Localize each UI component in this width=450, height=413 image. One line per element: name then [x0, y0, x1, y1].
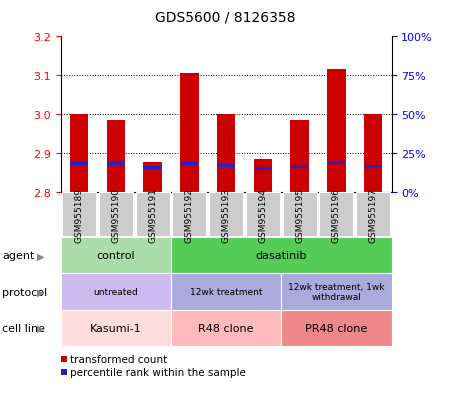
Bar — [254, 159, 272, 192]
Bar — [180, 162, 198, 165]
Bar — [290, 121, 309, 192]
Text: protocol: protocol — [2, 287, 48, 297]
Text: transformed count: transformed count — [70, 354, 167, 364]
Text: GSM955196: GSM955196 — [332, 188, 341, 242]
Text: GSM955195: GSM955195 — [295, 188, 304, 242]
Text: PR48 clone: PR48 clone — [305, 323, 368, 333]
Bar — [107, 121, 125, 192]
Text: control: control — [97, 251, 135, 261]
Text: GSM955191: GSM955191 — [148, 188, 157, 242]
Text: 12wk treatment: 12wk treatment — [190, 287, 262, 297]
Bar — [107, 163, 125, 166]
Text: GSM955189: GSM955189 — [75, 188, 84, 242]
Bar — [291, 166, 308, 169]
Text: percentile rank within the sample: percentile rank within the sample — [70, 367, 246, 377]
Text: 12wk treatment, 1wk
withdrawal: 12wk treatment, 1wk withdrawal — [288, 282, 385, 301]
Bar — [217, 114, 235, 192]
Text: dasatinib: dasatinib — [256, 251, 307, 261]
Text: untreated: untreated — [94, 287, 138, 297]
Bar — [144, 163, 162, 192]
Text: GDS5600 / 8126358: GDS5600 / 8126358 — [155, 10, 295, 24]
Bar — [364, 114, 382, 192]
Text: Kasumi-1: Kasumi-1 — [90, 323, 142, 333]
Bar — [144, 167, 162, 169]
Bar — [364, 165, 382, 168]
Text: ▶: ▶ — [37, 251, 44, 261]
Bar — [70, 163, 88, 166]
Bar — [70, 114, 88, 192]
Text: GSM955190: GSM955190 — [112, 188, 121, 242]
Bar — [254, 167, 272, 170]
Text: ▶: ▶ — [37, 323, 44, 333]
Text: GSM955192: GSM955192 — [185, 188, 194, 242]
Text: GSM955193: GSM955193 — [221, 188, 230, 242]
Text: agent: agent — [2, 251, 35, 261]
Text: GSM955197: GSM955197 — [369, 188, 378, 242]
Text: cell line: cell line — [2, 323, 45, 333]
Text: GSM955194: GSM955194 — [258, 188, 267, 242]
Text: R48 clone: R48 clone — [198, 323, 254, 333]
Bar — [327, 70, 346, 192]
Bar — [180, 74, 198, 192]
Text: ▶: ▶ — [37, 287, 44, 297]
Bar — [217, 165, 235, 167]
Bar — [328, 162, 345, 165]
